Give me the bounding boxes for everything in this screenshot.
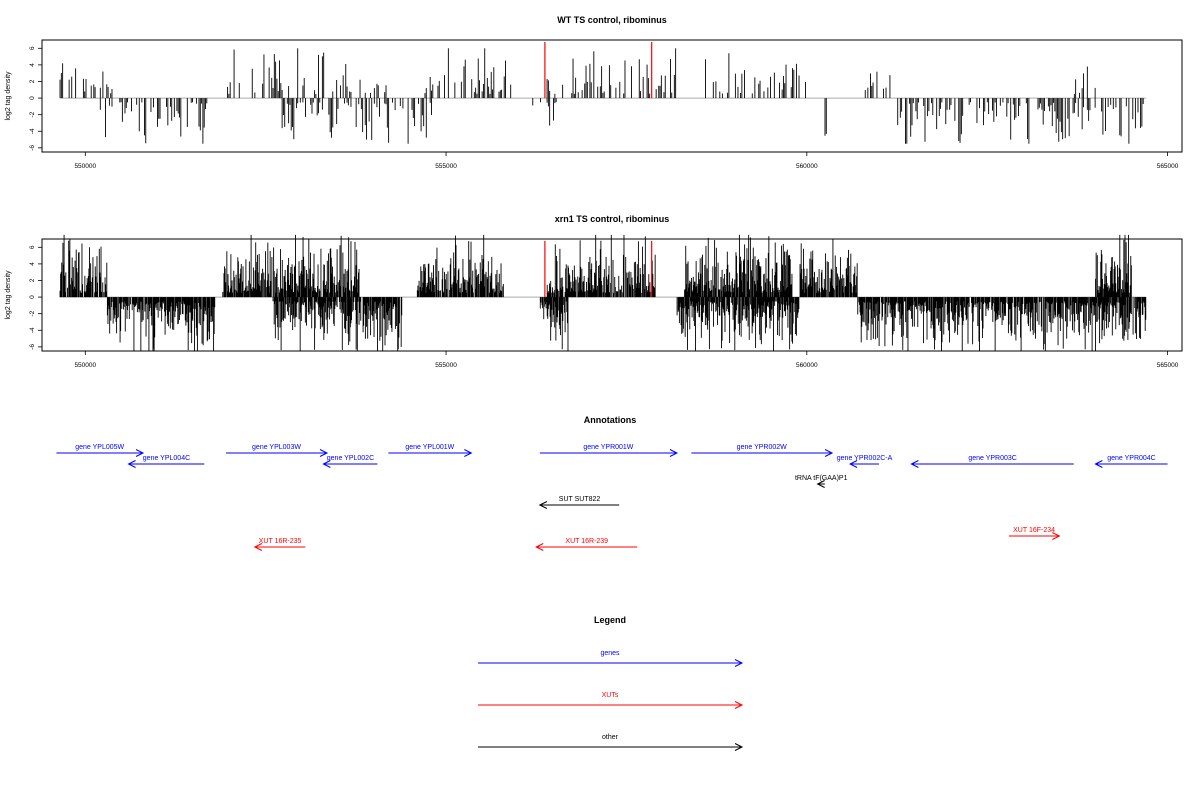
legend-arrow (478, 659, 744, 667)
annotation-label: gene YPL002C (327, 455, 374, 462)
x-tick-label: 550000 (74, 163, 96, 170)
x-tick-label: 555000 (435, 163, 457, 170)
legend-arrow (478, 743, 744, 751)
annotation-genes: gene YPR001W (539, 444, 679, 457)
y-tick-label: 4 (29, 63, 36, 67)
annotation-genes: gene YPR002W (691, 444, 834, 457)
annotation-genes: gene YPR004C (1094, 455, 1168, 468)
density-bars (59, 234, 1147, 351)
legend-section: Legend genes XUTs other (478, 615, 744, 751)
legend-label: other (602, 734, 619, 741)
y-tick-label: -4 (29, 327, 36, 333)
y-tick-label: -2 (29, 310, 36, 316)
y-tick-label: -6 (29, 344, 36, 350)
annotation-arrow (388, 449, 473, 457)
annotation-arrow (538, 501, 620, 509)
annotation-genes: gene YPL001W (388, 444, 473, 457)
annotation-label: gene YPR003C (968, 455, 1017, 462)
y-tick-label: 0 (29, 96, 36, 100)
annotation-arrow (848, 460, 879, 468)
plot-frame (41, 39, 1183, 153)
y-tick-label: 6 (29, 46, 36, 50)
annotation-arrow (539, 449, 679, 457)
track-panel-2: xrn1 TS control, ribominus log2 tag densi… (5, 214, 1183, 369)
legend-entry-genes: genes (478, 650, 744, 667)
track-panels: WT TS control, ribominus log2 tag density… (5, 15, 1183, 369)
legend-label: genes (600, 650, 620, 657)
annotation-label: gene YPL001W (405, 444, 454, 451)
y-tick-label: -2 (29, 111, 36, 117)
y-tick-label: 0 (29, 295, 36, 299)
legend-label: XUTs (602, 692, 619, 699)
annotation-xuts: XUT 16R-239 (535, 538, 638, 551)
annotations-title: Annotations (584, 415, 637, 425)
x-tick-label: 565000 (1157, 163, 1179, 170)
y-tick-label: 4 (29, 262, 36, 266)
annotation-arrow (691, 449, 834, 457)
annotation-genes: gene YPR002C-A (837, 455, 893, 468)
y-tick-label: 6 (29, 245, 36, 249)
y-axis-label: log2 tag density (5, 270, 12, 320)
annotation-items: gene YPL005W gene YPL004C gene YPL003W gene… (56, 444, 1168, 551)
annotation-label: tRNA tF(GAA)P1 (795, 475, 848, 482)
x-tick-label: 560000 (796, 163, 818, 170)
density-bars (59, 48, 1144, 144)
annotation-arrow (56, 449, 145, 457)
annotation-arrow (127, 460, 205, 468)
legend-entry-other: other (478, 734, 744, 751)
y-tick-label: 2 (29, 278, 36, 282)
annotation-genes: gene YPL002C (322, 455, 378, 468)
annotation-label: gene YPL005W (75, 444, 124, 451)
legend-title: Legend (594, 615, 626, 625)
annotation-label: gene YPR004C (1107, 455, 1156, 462)
annotation-arrow (816, 480, 825, 488)
legend-arrow (478, 701, 744, 709)
annotation-label: gene YPR002W (737, 444, 787, 451)
track-panel-1: WT TS control, ribominus log2 tag density… (5, 15, 1183, 170)
annotation-arrow (225, 449, 329, 457)
annotation-arrow (1094, 460, 1168, 468)
annotation-label: XUT 16R-239 (565, 538, 608, 545)
x-tick-label: 560000 (796, 362, 818, 369)
panel-title: xrn1 TS control, ribominus (555, 214, 670, 224)
annotation-arrow (535, 543, 638, 551)
annotation-label: gene YPL004C (143, 455, 190, 462)
annotation-genes: gene YPL003W (225, 444, 329, 457)
x-tick-label: 550000 (74, 362, 96, 369)
annotation-xuts: XUT 16R-235 (253, 538, 306, 551)
annotation-xuts: XUT 16F-234 (1008, 527, 1061, 540)
x-tick-label: 555000 (435, 362, 457, 369)
annotation-arrow (322, 460, 378, 468)
annotation-label: gene YPR002C-A (837, 455, 893, 462)
annotation-arrow (910, 460, 1074, 468)
annotation-label: XUT 16F-234 (1013, 527, 1055, 534)
plot-frame (41, 238, 1183, 352)
y-axis-label: log2 tag density (5, 71, 12, 121)
annotation-arrow (253, 543, 306, 551)
annotation-genes: gene YPR003C (910, 455, 1074, 468)
annotation-genes: gene YPL004C (127, 455, 205, 468)
y-tick-label: -6 (29, 145, 36, 151)
annotation-genes: gene YPL005W (56, 444, 145, 457)
annotation-other: SUT SUT822 (538, 496, 620, 509)
legend-items: genes XUTs other (478, 650, 744, 751)
annotation-label: SUT SUT822 (559, 496, 601, 503)
annotation-other: tRNA tF(GAA)P1 (795, 475, 848, 488)
annotation-label: gene YPL003W (252, 444, 301, 451)
legend-entry-xuts: XUTs (478, 692, 744, 709)
y-tick-label: 2 (29, 79, 36, 83)
annotation-label: XUT 16R-235 (259, 538, 302, 545)
annotation-arrow (1008, 532, 1061, 540)
panel-title: WT TS control, ribominus (557, 15, 667, 25)
x-tick-label: 565000 (1157, 362, 1179, 369)
annotation-label: gene YPR001W (583, 444, 633, 451)
y-tick-label: -4 (29, 128, 36, 134)
